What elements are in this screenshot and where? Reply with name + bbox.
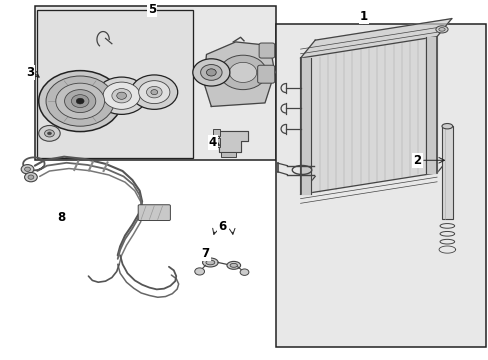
Bar [35, 6, 276, 160]
Ellipse shape [441, 123, 452, 129]
Polygon shape [203, 42, 274, 107]
Ellipse shape [226, 261, 240, 269]
Circle shape [192, 59, 229, 86]
FancyBboxPatch shape [138, 205, 170, 221]
Circle shape [39, 126, 60, 141]
Circle shape [240, 269, 248, 275]
Circle shape [117, 92, 126, 99]
Text: 8: 8 [58, 211, 66, 224]
Bar [276, 24, 485, 347]
Circle shape [219, 55, 266, 90]
Bar [37, 10, 193, 158]
Circle shape [24, 167, 30, 171]
Ellipse shape [205, 260, 214, 265]
Circle shape [76, 98, 84, 104]
Polygon shape [300, 19, 451, 58]
Circle shape [24, 172, 37, 182]
Circle shape [44, 130, 54, 137]
Text: 7: 7 [201, 247, 209, 260]
Circle shape [96, 77, 147, 114]
Bar [441, 126, 452, 220]
Polygon shape [300, 37, 436, 194]
Text: 6: 6 [218, 220, 226, 233]
Circle shape [28, 175, 34, 179]
Circle shape [71, 95, 89, 108]
FancyBboxPatch shape [257, 65, 274, 83]
Circle shape [131, 75, 177, 109]
Text: 4: 4 [208, 136, 217, 149]
Bar [221, 152, 235, 157]
Ellipse shape [202, 258, 218, 267]
Text: 5: 5 [147, 3, 156, 16]
Ellipse shape [230, 264, 237, 267]
Ellipse shape [438, 28, 444, 31]
Circle shape [200, 64, 222, 80]
Circle shape [194, 268, 204, 275]
Text: 1: 1 [359, 10, 367, 23]
Circle shape [103, 82, 140, 109]
Circle shape [64, 90, 96, 113]
Polygon shape [300, 58, 311, 194]
Ellipse shape [435, 26, 447, 33]
Circle shape [39, 71, 122, 132]
Circle shape [46, 76, 114, 126]
Text: 3: 3 [26, 66, 34, 79]
Circle shape [139, 81, 169, 104]
Circle shape [47, 132, 51, 135]
Circle shape [229, 62, 256, 82]
Bar [212, 130, 220, 136]
Circle shape [206, 69, 216, 76]
Text: 2: 2 [413, 154, 421, 167]
Circle shape [21, 165, 34, 174]
Circle shape [112, 89, 131, 103]
Polygon shape [218, 131, 247, 152]
Polygon shape [426, 37, 436, 173]
FancyBboxPatch shape [259, 43, 274, 58]
Bar [212, 138, 220, 147]
Circle shape [146, 86, 162, 98]
Circle shape [56, 83, 104, 119]
Circle shape [151, 90, 158, 95]
